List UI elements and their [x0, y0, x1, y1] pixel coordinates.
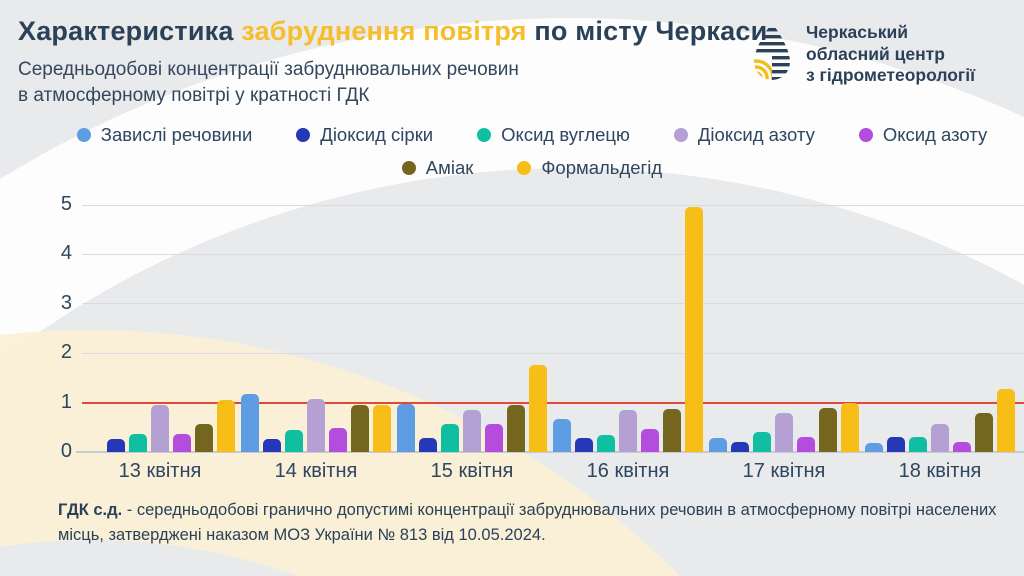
y-gridline	[82, 204, 1024, 206]
x-axis-tick-label: 17 квітня	[742, 460, 826, 482]
bar-4-1	[553, 418, 571, 452]
bar-6-2	[887, 437, 905, 452]
bar-2-5	[329, 428, 347, 452]
bar-4-7	[685, 206, 703, 452]
legend-item: Завислі речовини	[76, 124, 253, 146]
bar-6-1	[865, 443, 883, 452]
bar-6-3	[909, 437, 927, 452]
bar-6-4	[931, 423, 949, 452]
legend-color-dot	[517, 161, 532, 175]
y-axis-tick-label: 3	[60, 291, 72, 314]
hydromet-drop-icon	[750, 22, 794, 87]
legend-label: Завислі речовини	[100, 124, 253, 145]
y-axis-tick-label: 5	[60, 193, 72, 215]
bar-3-1	[397, 404, 415, 452]
legend-label: Діоксид азоту	[697, 124, 815, 145]
legend-row: Завислі речовини Діоксид сірки Оксид вугле…	[40, 124, 1024, 146]
bar-4-5	[641, 428, 659, 452]
footnote-term: ГДК с.д.	[58, 501, 123, 519]
y-axis-tick-label: 2	[60, 341, 72, 364]
bar-2-7	[373, 404, 391, 452]
bar-6-6	[975, 413, 993, 452]
bar-3-4	[463, 409, 481, 452]
bar-3-7	[529, 364, 547, 452]
org-logo: Черкаський обласний центр з гідрометеоро…	[750, 22, 975, 87]
y-axis-tick-label: 0	[60, 440, 72, 462]
bar-2-1	[241, 394, 259, 452]
bar-5-3	[753, 432, 771, 452]
legend-item: Оксид вуглецю	[477, 124, 630, 146]
bar-5-1	[709, 438, 727, 452]
y-gridline	[82, 303, 1024, 305]
bar-3-5	[485, 424, 503, 452]
bar-5-7	[841, 403, 859, 452]
legend-item: Діоксид азоту	[673, 124, 815, 146]
bar-1-7	[217, 399, 235, 452]
legend-color-dot	[858, 128, 873, 142]
title-part2: по місту Черкаси	[526, 16, 768, 46]
legend-item: Оксид азоту	[858, 124, 988, 146]
bar-5-5	[797, 437, 815, 452]
bar-4-6	[663, 409, 681, 452]
bar-5-4	[775, 413, 793, 452]
page-subtitle: Середньодобові концентрації забруднюваль…	[18, 59, 519, 107]
bar-5-6	[819, 408, 837, 452]
legend-label: Діоксид сірки	[320, 124, 434, 145]
bar-4-4	[619, 410, 637, 452]
legend-label: Формальдегід	[541, 157, 663, 178]
legend-color-dot	[401, 161, 416, 175]
page-title: Характеристика забруднення повітря по мі…	[18, 16, 767, 47]
bar-1-5	[173, 433, 191, 452]
legend-color-dot	[477, 128, 492, 142]
bar-4-2	[575, 438, 593, 452]
bar-3-6	[507, 404, 525, 452]
bar-4-3	[597, 434, 615, 452]
legend-item: Діоксид сірки	[296, 124, 433, 146]
bar-2-3	[285, 429, 303, 452]
bar-1-3	[129, 433, 147, 452]
legend-color-dot	[76, 128, 91, 142]
bar-5-2	[731, 441, 749, 452]
y-gridline	[82, 253, 1024, 255]
x-axis-tick-label: 18 квітня	[898, 460, 982, 482]
bar-1-4	[151, 404, 169, 452]
y-axis-tick-label: 4	[60, 242, 72, 265]
legend-label: Оксид вуглецю	[501, 124, 630, 145]
title-part1: Характеристика	[18, 16, 242, 46]
bar-1-2	[107, 438, 125, 452]
y-gridline	[82, 352, 1024, 354]
bar-6-5	[953, 442, 971, 452]
y-axis-tick-label: 1	[60, 390, 72, 413]
legend-item: Аміак	[401, 157, 474, 179]
legend-row: Аміак Формальдегід	[40, 157, 1024, 179]
chart-legend: Завислі речовини Діоксид сірки Оксид вугле…	[40, 124, 1024, 179]
x-axis-tick-label: 13 квітня	[118, 460, 202, 482]
bar-1-6	[195, 423, 213, 452]
legend-label: Оксид азоту	[882, 124, 988, 145]
bar-2-4	[307, 399, 325, 452]
legend-color-dot	[673, 128, 688, 142]
bar-3-3	[441, 424, 459, 452]
footnote: ГДК с.д. - середньодобові гранично допус…	[58, 498, 1010, 548]
footnote-text: - середньодобові гранично допустимі конц…	[58, 501, 997, 544]
bar-3-2	[419, 438, 437, 452]
org-name: Черкаський обласний центр з гідрометеоро…	[806, 22, 976, 86]
x-axis-tick-label: 16 квітня	[586, 460, 670, 482]
title-highlight: забруднення повітря	[241, 16, 527, 46]
x-axis-tick-label: 15 квітня	[430, 460, 514, 482]
bar-2-6	[351, 405, 369, 452]
legend-item: Формальдегід	[517, 157, 662, 179]
bar-6-7	[997, 389, 1015, 452]
legend-label: Аміак	[425, 157, 474, 178]
legend-color-dot	[296, 128, 311, 142]
x-axis-tick-label: 14 квітня	[274, 460, 358, 482]
bar-2-2	[263, 438, 281, 452]
